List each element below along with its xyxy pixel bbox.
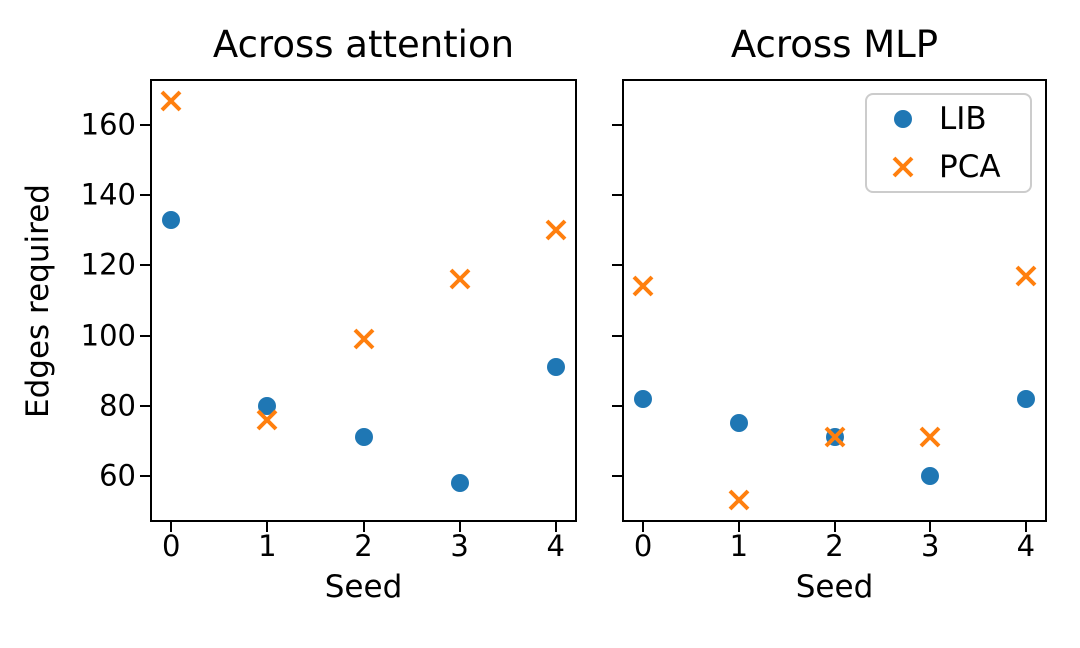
x-tick [737,522,740,532]
data-point-lib-seed4 [1016,389,1035,408]
data-point-lib-seed0 [162,210,181,229]
data-point-pca-seed0 [631,274,655,298]
y-tick [140,404,150,407]
x-axis-label-attention: Seed [324,569,403,605]
legend-item-pca: PCA [867,143,1030,191]
legend-label-pca: PCA [939,148,1001,185]
x-tick-label: 3 [920,529,940,563]
x-tick-label: 2 [825,529,844,563]
y-tick [140,474,150,477]
data-point-pca-seed3 [918,425,942,449]
y-tick [140,124,150,127]
subplot-title-attention: Across attention [212,23,515,66]
data-point-pca-seed2 [823,425,847,449]
axes-across-mlp: Across MLP Seed LIB PCA 0 1 2 3 4 [612,23,1047,603]
y-tick [612,404,622,407]
x-tick-label: 1 [729,529,749,563]
y-tick [140,194,150,197]
data-point-lib-seed0 [634,389,653,408]
y-tick [140,334,150,337]
y-tick [612,264,622,267]
y-tick-label: 60 [99,458,136,493]
plot-area-attention [152,81,575,520]
data-point-pca-seed4 [1014,264,1038,288]
data-point-pca-seed2 [352,327,376,351]
x-tick-label: 0 [633,529,653,563]
y-axis-label: Edges required [20,184,56,418]
x-tick [642,522,645,532]
x-tick [833,522,836,532]
pca-x-icon [867,155,939,179]
subplot-title-mlp: Across MLP [730,23,939,66]
legend-label-lib: LIB [939,100,987,137]
axes-across-attention: Across attention Seed 0 1 2 3 4 60 80 100 120 140… [81,23,577,603]
y-tick-label: 160 [80,107,136,142]
data-point-pca-seed0 [159,89,183,113]
x-tick-label: 4 [1016,529,1036,563]
x-axis-label-mlp: Seed [795,569,874,605]
legend-item-lib: LIB [867,95,1030,143]
y-tick-label: 120 [80,247,136,282]
data-point-pca-seed1 [727,488,751,512]
legend: LIB PCA [865,93,1032,193]
x-tick-label: 0 [161,529,181,563]
y-tick-label: 80 [99,388,136,423]
y-tick [140,264,150,267]
lib-circle-icon [867,110,939,128]
data-point-lib-seed2 [354,428,373,447]
data-point-lib-seed3 [450,473,469,492]
x-tick [266,522,269,532]
y-tick [612,124,622,127]
x-tick [929,522,932,532]
data-point-lib-seed4 [546,358,565,376]
plot-area-mlp [624,81,1045,520]
y-tick-label: 140 [80,177,136,212]
x-tick [554,522,557,532]
x-tick-label: 3 [450,529,469,563]
data-point-lib-seed1 [258,396,277,415]
data-point-lib-seed1 [729,414,748,433]
x-tick [458,522,461,532]
y-tick-label: 100 [80,318,136,352]
x-tick [1024,522,1027,532]
data-point-pca-seed4 [544,218,568,242]
data-point-pca-seed1 [255,408,279,432]
x-tick-label: 1 [258,529,277,563]
y-tick [612,334,622,337]
y-tick [612,474,622,477]
x-tick [170,522,173,532]
data-point-lib-seed3 [921,466,940,485]
x-tick [362,522,365,532]
data-point-pca-seed3 [448,267,472,291]
x-tick-label: 4 [546,529,565,563]
y-tick [612,194,622,197]
x-tick-label: 2 [354,529,373,563]
